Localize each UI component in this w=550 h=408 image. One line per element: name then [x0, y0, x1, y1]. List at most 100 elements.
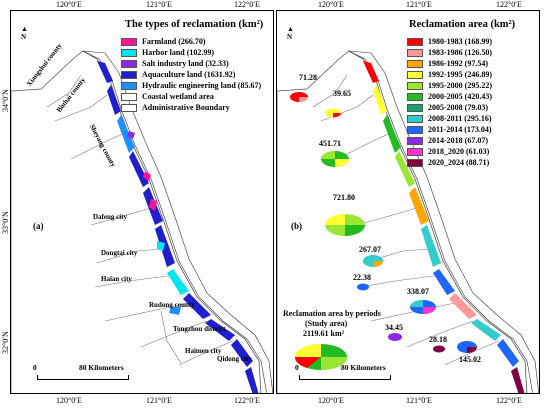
legend-item: 2008-2011 (295.16) — [407, 114, 492, 123]
region-label-dafeng: Dafeng city — [93, 213, 128, 221]
legend-label: 1986-1992 (97.54) — [428, 59, 488, 68]
legend-item: Coastal wetland area — [121, 92, 214, 101]
legend-label: 2005-2008 (79.03) — [428, 103, 488, 112]
pie-glyph-total — [294, 344, 347, 370]
tick-top: 121°0′E — [406, 0, 432, 9]
legend-label: 2020_2024 (88.71) — [428, 158, 490, 167]
pie-glyph — [433, 345, 445, 353]
pie-value: 22.38 — [353, 273, 371, 282]
tick-top: 122°0′E — [496, 0, 522, 9]
region-label-haian: Haian city — [101, 275, 132, 283]
legend-swatch — [407, 103, 423, 112]
region-label-tongzhou: Tongzhou district — [173, 325, 226, 333]
region-label-qidong: Qidong city — [217, 355, 252, 363]
coastal-wetland-b — [348, 50, 539, 393]
legend-label: Coastal wetland area — [142, 92, 214, 101]
legend-item: Harbor land (102.99) — [121, 48, 214, 57]
legend-label: Hydraulic engineering land (85.67) — [142, 81, 262, 90]
legend-label: 2018_2020 (61.03) — [428, 147, 490, 156]
legend-item: 2000-2005 (420.43) — [407, 92, 492, 101]
pie-glyph — [321, 151, 349, 167]
legend-item: Aquaculture land (1631.92) — [121, 70, 235, 79]
tick-left: 32°0′N — [1, 331, 10, 354]
tick-left: 33°0′N — [1, 211, 10, 234]
total-caption-line2: (Study area) — [305, 319, 348, 328]
legend-swatch — [407, 48, 423, 57]
pie-value: 28.18 — [429, 335, 447, 344]
legend-swatch — [121, 92, 137, 101]
map-panel-a: ▲ N The types of reclamation (km²) Xiangs… — [10, 10, 274, 394]
legend-swatch — [407, 59, 423, 68]
pie-value: 71.28 — [299, 73, 317, 82]
pie-value: 267.07 — [359, 245, 381, 254]
tick-bottom: 120°0′E — [318, 396, 344, 405]
legend-label: Harbor land (102.99) — [142, 48, 215, 57]
pie-glyph — [457, 341, 477, 353]
legend-item: Administrative Boundary — [121, 103, 230, 112]
legend-item: 2014-2018 (67.07) — [407, 136, 488, 145]
pie-glyph — [325, 214, 365, 236]
legend-item: 2018_2020 (61.03) — [407, 147, 489, 156]
legend-swatch — [121, 48, 137, 57]
legend-item: 2005-2008 (79.03) — [407, 103, 488, 112]
region-label-rudong: Rudong county — [149, 301, 195, 309]
land-outline-b — [277, 50, 528, 393]
legend-swatch — [407, 37, 423, 46]
legend-swatch — [121, 37, 137, 46]
legend-label: 1980-1983 (168.99) — [428, 37, 492, 46]
legend-item: 1983-1986 (126.50) — [407, 48, 492, 57]
scale-label-b: 80 Kilometers — [341, 363, 386, 372]
legend-item: 1980-1983 (168.99) — [407, 37, 492, 46]
north-arrow-a: ▲ N — [21, 25, 28, 41]
tick-top: 120°0′E — [318, 0, 344, 9]
scale-label-a: 80 Kilometers — [79, 363, 124, 372]
total-caption-line3: 2119.61 km² — [303, 329, 345, 338]
legend-title-a: The types of reclamation (km²) — [125, 19, 264, 30]
legend-label: 2011-2014 (173.04) — [428, 125, 492, 134]
legend-item: Farmland (266.70) — [121, 37, 206, 46]
legend-swatch — [407, 70, 423, 79]
legend-title-b: Reclamation area (km²) — [409, 19, 516, 30]
legend-label: 1995-2000 (295.22) — [428, 81, 492, 90]
region-label-haimen: Haimen city — [185, 347, 222, 355]
map-panel-b: ▲ N Reclamation area (km²) 71.28 39.65 45… — [276, 10, 540, 394]
legend-swatch — [121, 81, 137, 90]
pie-value: 39.65 — [333, 89, 351, 98]
legend-item: Hydraulic engineering land (85.67) — [121, 81, 261, 90]
legend-label: 1992-1995 (246.89) — [428, 70, 492, 79]
coastal-wetland-a — [82, 50, 273, 393]
pie-value: 34.45 — [385, 323, 403, 332]
pie-glyph — [290, 92, 308, 102]
pie-glyph — [363, 255, 383, 267]
legend-label: Salt industry land (32.33) — [142, 59, 229, 68]
pie-value: 145.02 — [459, 355, 481, 364]
legend-swatch — [407, 114, 423, 123]
legend-swatch — [407, 147, 423, 156]
panel-letter-b: (b) — [291, 221, 302, 231]
legend-label: Administrative Boundary — [142, 103, 230, 112]
coastline-map-a — [11, 50, 273, 393]
pie-value: 451.71 — [319, 139, 341, 148]
north-arrow-b: ▲ N — [287, 25, 294, 41]
coastline-map-b — [277, 50, 539, 393]
total-caption-line1: Reclamation area by periods — [283, 309, 381, 318]
legend-swatch — [121, 59, 137, 68]
pie-glyph — [357, 283, 369, 291]
reclamation-periods-b — [363, 61, 525, 393]
reclamation-patches-a — [97, 61, 259, 393]
tick-top: 120°0′E — [56, 0, 82, 9]
pie-glyph — [388, 333, 402, 341]
tick-bottom: 121°0′E — [406, 396, 432, 405]
pie-glyphs-b — [290, 92, 477, 370]
pie-glyph — [410, 300, 436, 314]
pie-value: 338.07 — [407, 287, 429, 296]
tick-left: 34°0′N — [1, 89, 10, 112]
panel-letter-a: (a) — [33, 221, 44, 231]
pie-glyph — [325, 108, 341, 118]
tick-top: 121°0′E — [146, 0, 172, 9]
legend-item: 2011-2014 (173.04) — [407, 125, 492, 134]
legend-label: 1983-1986 (126.50) — [428, 48, 492, 57]
legend-label: 2000-2005 (420.43) — [428, 92, 492, 101]
legend-label: Farmland (266.70) — [142, 37, 206, 46]
legend-label: Aquaculture land (1631.92) — [142, 70, 236, 79]
